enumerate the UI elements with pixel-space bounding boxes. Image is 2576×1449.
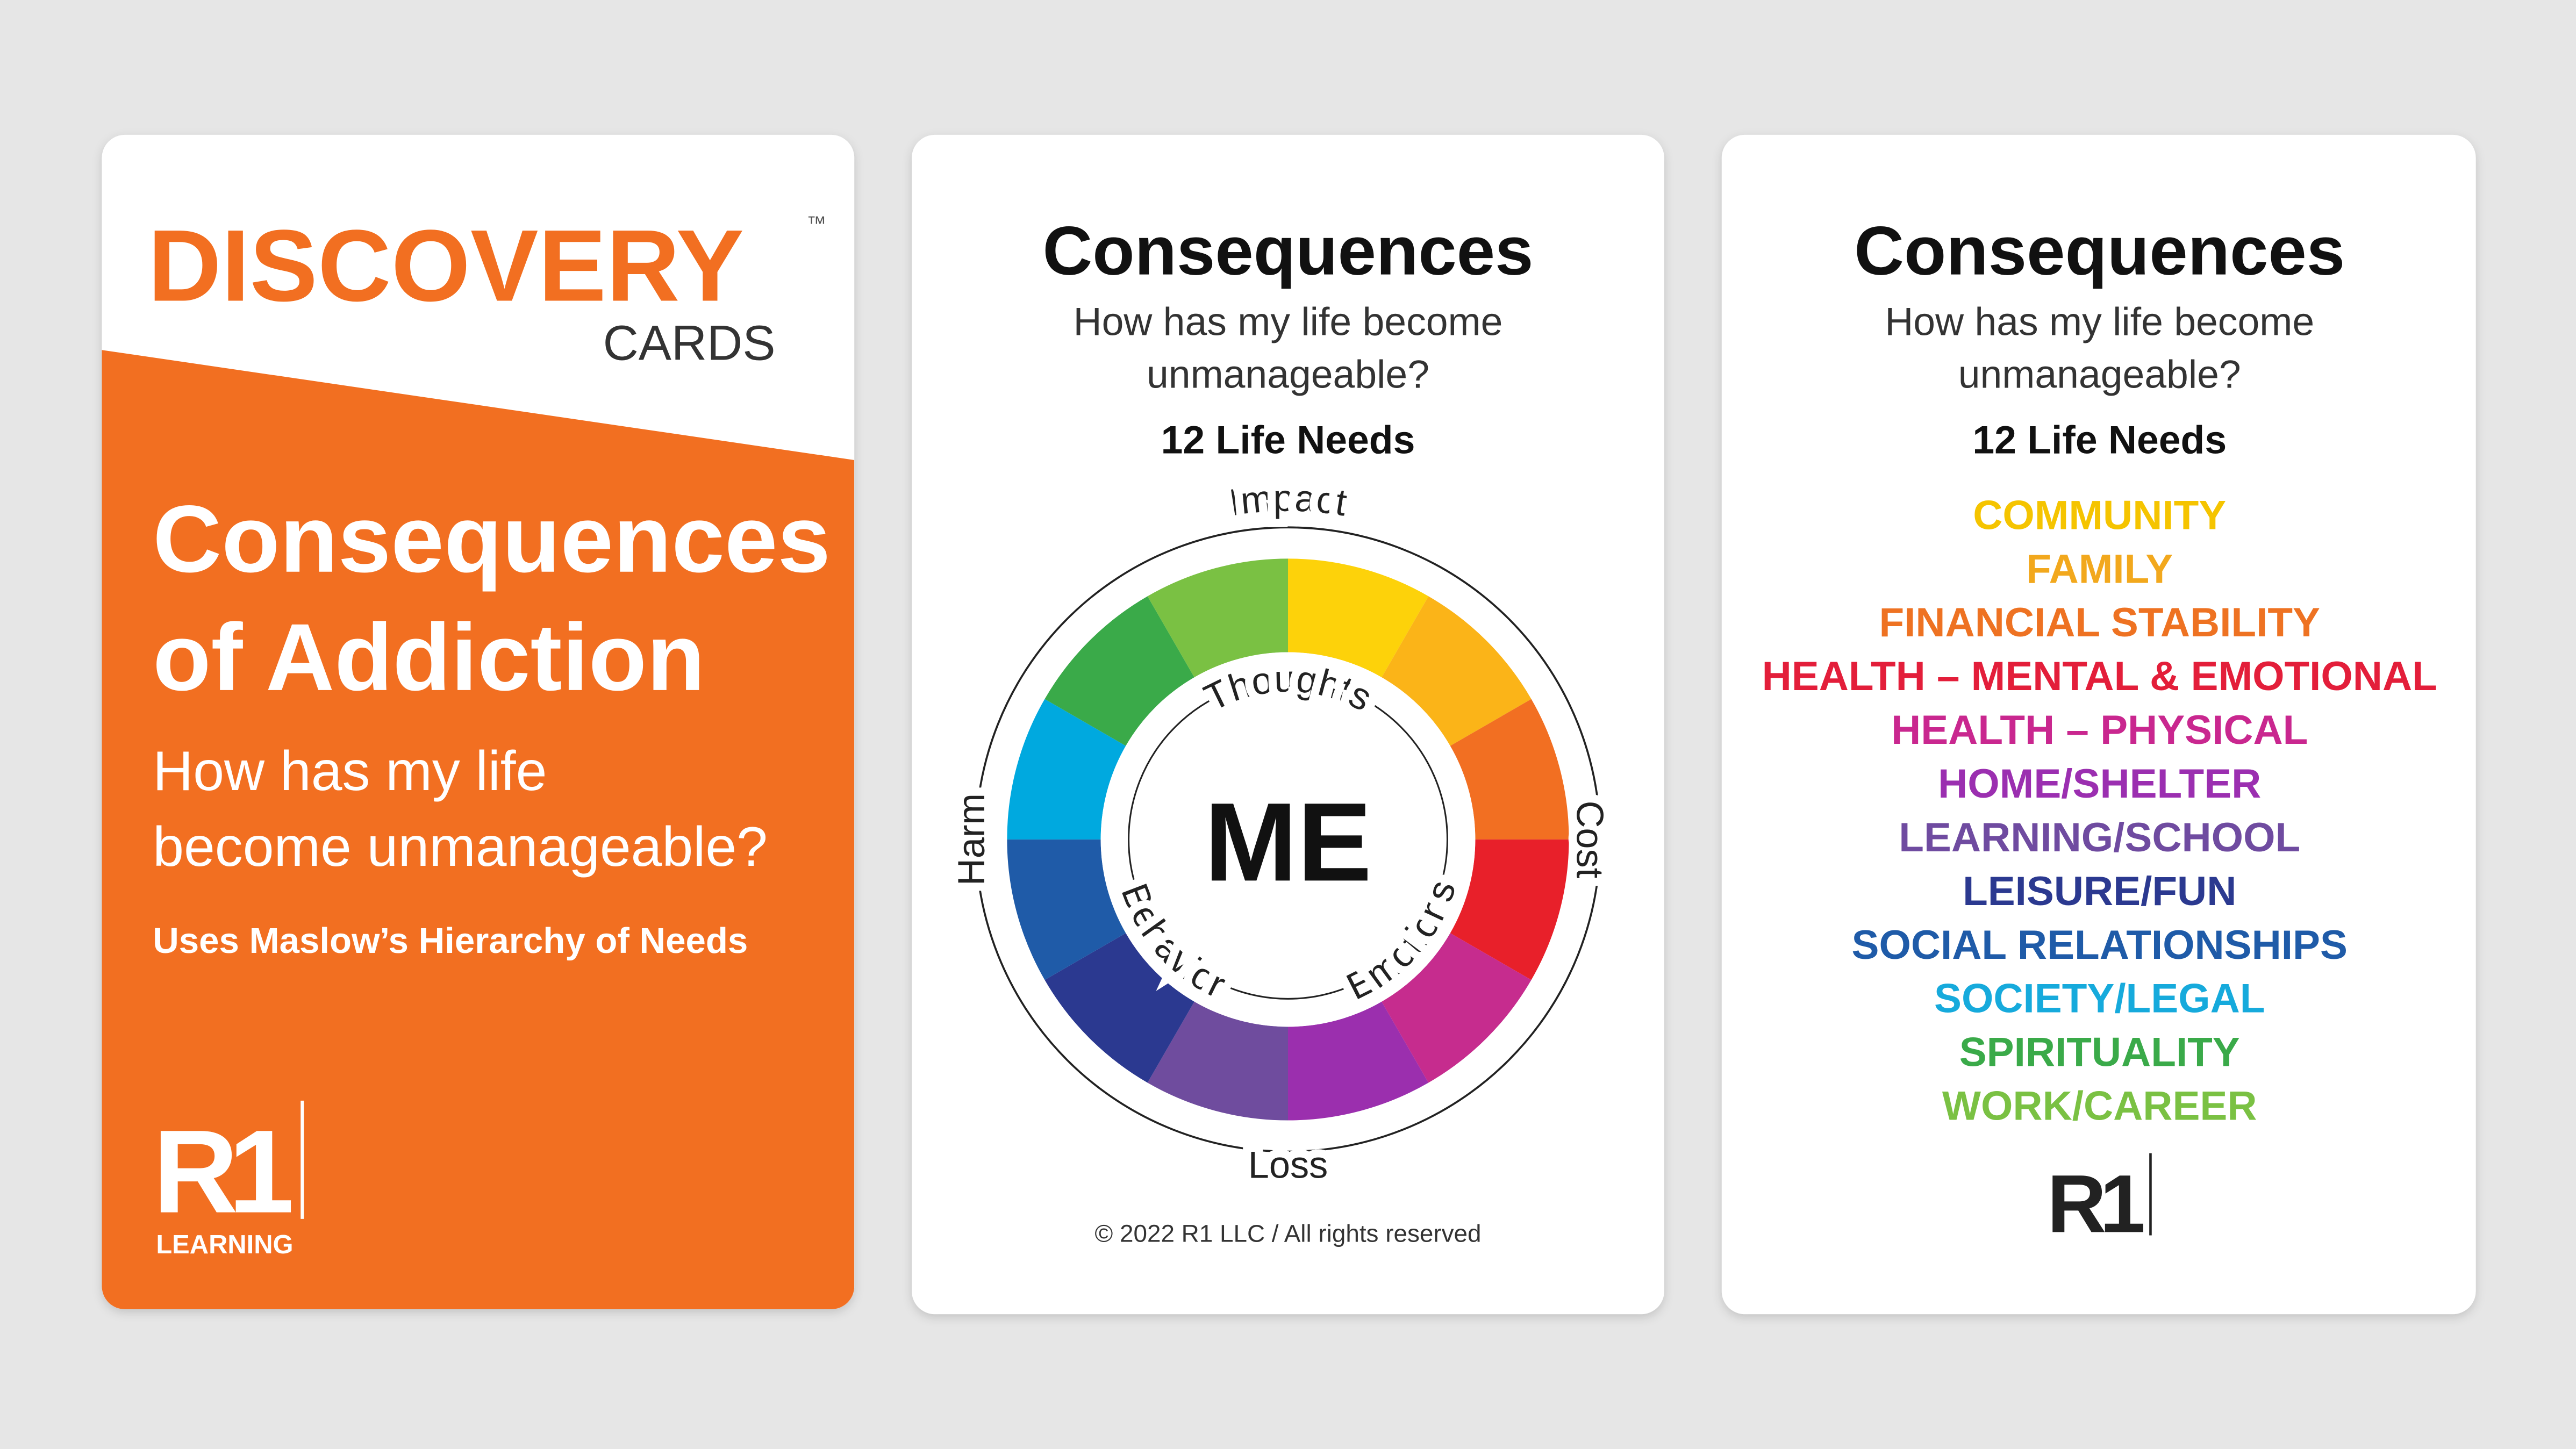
need-label: SOCIAL RELATIONSHIPS (1852, 922, 2348, 968)
copyright: © 2022 R1 LLC / All rights reserved (1094, 1220, 1481, 1247)
question: unmanageable? (1147, 352, 1429, 396)
wheel-segment (1147, 1001, 1288, 1121)
outer-label: Impact (1226, 477, 1350, 524)
title: Consequences (1043, 213, 1534, 290)
center-label: ME (1204, 780, 1372, 905)
heading: 12 Life Needs (1161, 418, 1415, 462)
needs-card: Consequences How has my life become unma… (1721, 134, 2476, 1315)
need-label: COMMUNITY (1973, 492, 2226, 538)
need-label: SPIRITUALITY (1959, 1030, 2240, 1075)
wheel-segment (1450, 839, 1569, 980)
need-label: LEARNING/SCHOOL (1899, 815, 2300, 860)
logo-sub: LEARNING (156, 1230, 293, 1259)
wheel-segment (1044, 596, 1194, 746)
wheel (1007, 558, 1569, 1121)
subtitle: become unmanageable? (153, 816, 768, 878)
title: Consequences (153, 486, 831, 592)
trademark: ™ (807, 212, 827, 234)
wheel-segment (1382, 933, 1532, 1083)
logo: R1 (2047, 1158, 2143, 1250)
outer-label: Harm (950, 793, 992, 886)
brand: DISCOVERY (148, 209, 744, 323)
note: Uses Maslow’s Hierarchy of Needs (153, 921, 748, 961)
wheel-segment (1288, 1001, 1429, 1121)
need-label: FAMILY (2026, 546, 2173, 592)
subtitle: How has my life (153, 740, 547, 802)
need-label: HEALTH – PHYSICAL (1891, 707, 2308, 753)
question: unmanageable? (1958, 352, 2241, 396)
needs-list: COMMUNITY FAMILY FINANCIAL STABILITY HEALTH… (1762, 492, 2437, 1129)
wheel-segment (1044, 933, 1194, 1083)
wheel-hub (1100, 652, 1476, 1027)
card (1721, 134, 2476, 1315)
logo: R1 (153, 1106, 291, 1238)
need-label: HOME/SHELTER (1938, 761, 2261, 807)
inner-ring (1128, 679, 1448, 1000)
need-label: FINANCIAL STABILITY (1879, 600, 2320, 645)
title: of Addiction (153, 604, 705, 711)
orange-panel (102, 350, 855, 1309)
need-label: HEALTH – MENTAL & EMOTIONAL (1762, 654, 2437, 699)
wheel-card: Consequences How has my life become unma… (912, 134, 1664, 1315)
wheel-segment (1007, 839, 1126, 980)
question: How has my life become (1885, 300, 2314, 344)
wheel-segment (1382, 596, 1532, 746)
question: How has my life become (1074, 300, 1503, 344)
outer-label: Loss (1248, 1144, 1328, 1186)
outer-label: Cost (1569, 801, 1612, 879)
outer-ring (975, 526, 1601, 1153)
outer-label-text: Impact (1218, 468, 1358, 532)
wheel-segment (1288, 558, 1429, 678)
heading: 12 Life Needs (1972, 418, 2227, 462)
title: Consequences (1854, 213, 2345, 290)
brand-sub: CARDS (603, 316, 776, 371)
wheel-segment (1450, 699, 1569, 840)
wheel-segment (1007, 699, 1126, 840)
cover-card: DISCOVERY ™ CARDS Consequences of Addict… (102, 134, 855, 1309)
outer-labels: Impact Cost Loss Harm (942, 468, 1620, 1194)
wheel-segment (1147, 558, 1288, 678)
need-label: LEISURE/FUN (1963, 869, 2236, 914)
need-label: SOCIETY/LEGAL (1934, 976, 2265, 1022)
need-label: WORK/CAREER (1942, 1084, 2257, 1129)
